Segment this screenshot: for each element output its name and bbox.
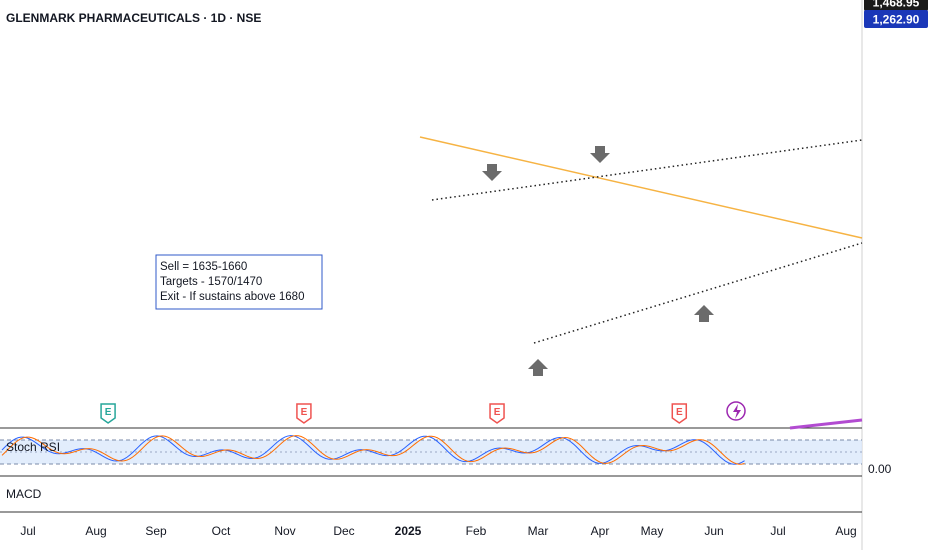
price-pane — [0, 0, 862, 428]
x-tick-label: Feb — [466, 524, 487, 538]
arrow-down-icon — [482, 164, 502, 181]
x-tick-label: Oct — [212, 524, 231, 538]
x-tick-label: Jul — [770, 524, 785, 538]
x-tick-label: Nov — [274, 524, 295, 538]
stoch-rsi-title: Stoch RSI — [6, 440, 60, 454]
price-tag-label: 1,262.90 — [873, 13, 920, 27]
arrow-up-icon — [528, 359, 548, 376]
stoch-d-line — [1, 435, 745, 465]
x-tick-label: Apr — [591, 524, 610, 538]
earnings-icon — [489, 403, 505, 424]
time-axis: Jul Aug Sep Oct Nov Dec 2025 Feb Mar Apr May Jun Jul… — [20, 524, 856, 538]
chart-title: GLENMARK PHARMACEUTICALS · 1D · NSE — [6, 11, 261, 25]
earnings-label: E — [494, 407, 501, 418]
annotation-line-sell: Sell = 1635-1660 — [160, 261, 247, 273]
stoch-k-line — [1, 435, 745, 465]
overlays-layer — [419, 136, 863, 376]
purple-indicator-line — [789, 418, 863, 430]
price-tags: 1,681.051,638.901,635.401,571.851,473.20… — [864, 0, 928, 28]
earnings-icon — [296, 403, 312, 424]
x-tick-label: Jun — [704, 524, 723, 538]
x-tick-label: Jul — [20, 524, 35, 538]
earnings-label: E — [301, 407, 308, 418]
x-tick-label: Aug — [835, 524, 856, 538]
upper-channel-line — [431, 139, 863, 201]
annotation-box[interactable]: Sell = 1635-1660 Targets - 1570/1470 Exi… — [155, 254, 323, 310]
annotation-line-targets: Targets - 1570/1470 — [160, 276, 262, 288]
earnings-icon — [100, 403, 116, 424]
annotation-line-exit: Exit - If sustains above 1680 — [160, 291, 304, 303]
stoch-rsi-axis-label: 0.00 — [868, 462, 892, 476]
stoch-rsi-pane — [0, 418, 863, 465]
arrow-down-icon — [590, 146, 610, 163]
earnings-label: E — [105, 407, 112, 418]
x-tick-label: Aug — [85, 524, 106, 538]
earnings-label: E — [676, 407, 683, 418]
arrow-up-icon — [694, 305, 714, 322]
earnings-icon — [671, 403, 688, 424]
x-tick-label: Mar — [528, 524, 549, 538]
lower-channel-line — [533, 242, 863, 344]
lightning-glyph — [733, 404, 741, 419]
x-tick-label: Sep — [145, 524, 167, 538]
price-tag-label: 1,468.95 — [873, 0, 920, 10]
descending-trendline — [419, 136, 863, 239]
x-tick-label: Dec — [333, 524, 354, 538]
x-tick-label: 2025 — [395, 524, 422, 538]
x-tick-label: May — [641, 524, 664, 538]
price-tag — [864, 10, 928, 28]
macd-title: MACD — [6, 487, 42, 501]
price-tag — [864, 0, 928, 11]
